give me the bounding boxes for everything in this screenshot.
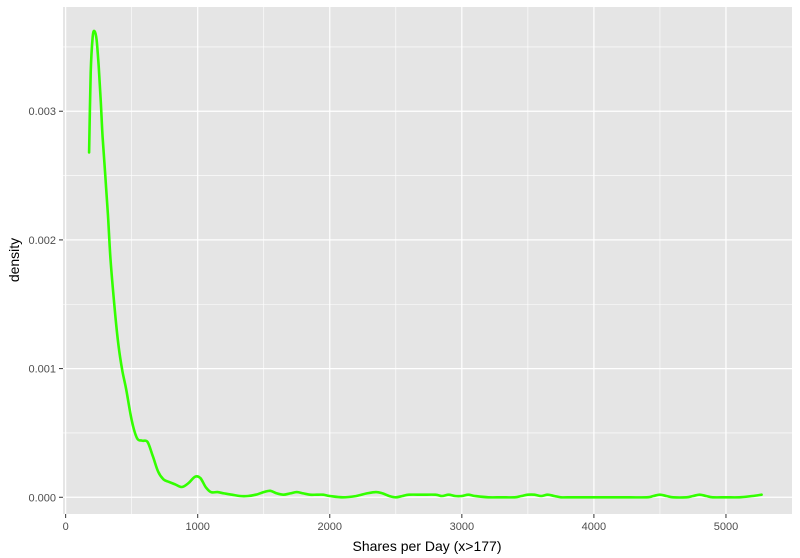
y-axis-title: density — [6, 238, 22, 282]
series-layer — [87, 29, 763, 499]
major-grid — [63, 7, 792, 514]
x-tick-label: 5000 — [714, 521, 738, 533]
plot-panel — [63, 7, 792, 514]
x-tick-label: 0 — [63, 521, 69, 533]
axis-ticks — [59, 110, 727, 518]
x-tick-labels: 0 1000 2000 3000 4000 5000 — [63, 521, 739, 533]
x-tick-label: 1000 — [185, 521, 209, 533]
x-axis-title: Shares per Day (x>177) — [352, 538, 501, 554]
y-tick-label: 0.003 — [28, 106, 56, 118]
x-tick-label: 3000 — [450, 521, 474, 533]
density-line — [87, 29, 763, 499]
minor-grid — [63, 7, 792, 514]
x-tick-label: 2000 — [318, 521, 342, 533]
x-tick-label: 4000 — [582, 521, 606, 533]
y-tick-label: 0.002 — [28, 235, 56, 247]
y-tick-label: 0.001 — [28, 364, 56, 376]
y-tick-labels: 0.000 0.001 0.002 0.003 — [28, 106, 56, 504]
y-tick-label: 0.000 — [28, 492, 56, 504]
